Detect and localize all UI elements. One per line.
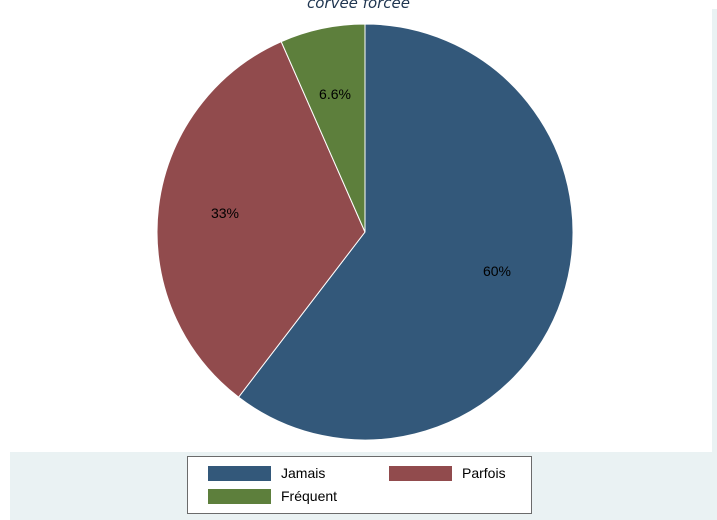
legend-swatch-jamais	[208, 465, 271, 481]
legend-label-parfois: Parfois	[462, 465, 506, 481]
legend-label-frequent: Fréquent	[281, 488, 338, 504]
legend: Jamais Parfois Fréquent	[187, 456, 532, 514]
legend-swatch-parfois	[389, 465, 452, 481]
pie-slice-parfois	[156, 40, 366, 398]
slice-label-parfois: 33%	[211, 205, 239, 221]
slice-label-jamais: 60%	[483, 263, 511, 279]
legend-item-frequent: Fréquent	[208, 488, 337, 504]
legend-item-parfois: Parfois	[389, 465, 506, 481]
legend-item-jamais: Jamais	[208, 465, 325, 481]
slice-label-frequent: 6.6%	[319, 86, 351, 102]
legend-swatch-frequent	[208, 488, 271, 504]
pie-slice-frequent	[280, 23, 366, 233]
legend-label-jamais: Jamais	[281, 465, 326, 481]
pie-slice-jamais	[237, 23, 574, 441]
